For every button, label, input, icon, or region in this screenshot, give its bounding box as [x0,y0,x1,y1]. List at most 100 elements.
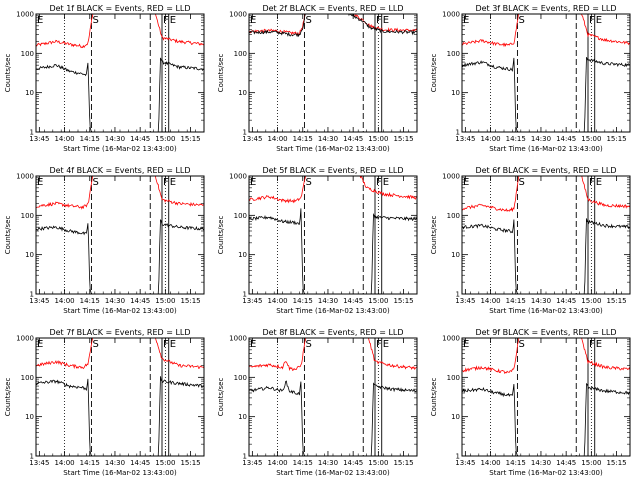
panel-title: Det 3f BLACK = Events, RED = LLD [475,4,616,13]
y-tick-label: 100 [447,50,460,58]
x-tick-label: 14:30 [105,135,125,143]
events-series-line [249,14,417,38]
events-series-line [249,380,417,456]
x-tick-label: 14:15 [293,135,313,143]
y-tick-label: 1 [30,453,34,461]
events-series-line [462,57,630,132]
y-axis-label: Counts/sec [4,378,12,417]
phase-marker-label: F [163,339,169,350]
x-axis-label: Start Time (16-Mar-02 13:43:00) [489,145,603,153]
x-tick-label: 14:00 [54,135,74,143]
phase-marker-label: E [463,339,469,350]
x-tick-label: 14:30 [105,297,125,305]
x-tick-label: 14:00 [54,297,74,305]
y-axis-label: Counts/sec [217,216,225,255]
phase-marker-label: S [92,339,98,350]
lld-series-line [462,176,630,213]
panel-title: Det 9f BLACK = Events, RED = LLD [475,328,616,337]
x-tick-label: 14:45 [343,459,363,467]
phase-marker-label: E [170,15,176,26]
x-tick-label: 14:45 [556,297,576,305]
events-series-line [36,219,204,294]
panel-5: Det 5f BLACK = Events, RED = LLD Counts/s… [217,166,418,315]
x-tick-label: 14:00 [480,459,500,467]
y-tick-label: 10 [451,89,460,97]
x-tick-label: 14:00 [480,297,500,305]
y-tick-label: 1 [456,129,460,137]
x-tick-label: 13:45 [455,297,475,305]
x-tick-label: 15:00 [155,459,175,467]
phase-marker-label: E [463,177,469,188]
x-tick-label: 14:15 [293,459,313,467]
x-tick-label: 15:15 [180,135,200,143]
y-axis-label: Counts/sec [217,378,225,417]
lld-series-line [462,14,630,48]
y-tick-label: 1000 [442,335,460,343]
panel-title: Det 6f BLACK = Events, RED = LLD [475,166,616,175]
y-tick-label: 1000 [442,11,460,19]
x-tick-label: 15:00 [155,297,175,305]
x-tick-label: 14:30 [531,297,551,305]
x-tick-label: 15:00 [368,297,388,305]
events-series-line [462,382,630,456]
x-tick-label: 15:00 [368,459,388,467]
x-tick-label: 13:45 [455,135,475,143]
x-tick-label: 14:00 [267,135,287,143]
phase-marker-label: E [37,15,43,26]
phase-marker-label: E [596,339,602,350]
x-tick-label: 15:15 [393,297,413,305]
panel-6: Det 6f BLACK = Events, RED = LLD Counts/s… [430,166,631,315]
x-tick-label: 14:15 [80,135,100,143]
events-series-line [249,208,417,294]
x-tick-label: 15:15 [393,459,413,467]
x-axis-label: Start Time (16-Mar-02 13:43:00) [489,307,603,315]
y-tick-label: 1 [243,129,247,137]
x-tick-label: 13:45 [29,297,49,305]
x-tick-label: 14:00 [267,297,287,305]
y-tick-label: 1 [456,291,460,299]
phase-marker-label: E [250,177,256,188]
lld-series-line [462,338,630,375]
y-tick-label: 1000 [229,173,247,181]
events-series-line [36,376,204,456]
x-tick-label: 15:15 [180,459,200,467]
x-tick-label: 14:45 [343,135,363,143]
phase-marker-label: F [376,177,382,188]
x-tick-label: 14:30 [531,459,551,467]
panel-8: Det 8f BLACK = Events, RED = LLD Counts/s… [217,328,418,477]
phase-marker-label: S [92,15,98,26]
lld-series-line [249,176,417,204]
x-tick-label: 14:30 [318,297,338,305]
y-tick-label: 100 [447,374,460,382]
phase-marker-label: E [37,177,43,188]
y-tick-label: 10 [238,89,247,97]
y-tick-label: 1000 [16,173,34,181]
panel-title: Det 5f BLACK = Events, RED = LLD [262,166,403,175]
plot-frame [461,337,631,457]
panel-title: Det 8f BLACK = Events, RED = LLD [262,328,403,337]
x-tick-label: 13:45 [455,459,475,467]
phase-marker-label: S [518,177,524,188]
x-tick-label: 14:15 [80,459,100,467]
x-tick-label: 14:45 [556,459,576,467]
x-tick-label: 15:15 [180,297,200,305]
y-tick-label: 10 [451,413,460,421]
phase-marker-label: E [250,15,256,26]
lld-series-line [249,338,417,372]
x-tick-label: 13:45 [29,459,49,467]
y-axis-label: Counts/sec [430,216,438,255]
events-series-line [36,57,204,132]
x-tick-label: 14:45 [343,297,363,305]
x-tick-label: 14:30 [318,135,338,143]
plot-frame [248,13,418,133]
x-tick-label: 13:45 [242,459,262,467]
y-tick-label: 1000 [16,11,34,19]
phase-marker-label: S [518,15,524,26]
phase-marker-label: E [463,15,469,26]
phase-marker-label: S [518,339,524,350]
plot-frame [461,175,631,295]
x-tick-label: 13:45 [242,135,262,143]
y-tick-label: 10 [25,89,34,97]
x-tick-label: 14:15 [506,297,526,305]
x-tick-label: 13:45 [242,297,262,305]
